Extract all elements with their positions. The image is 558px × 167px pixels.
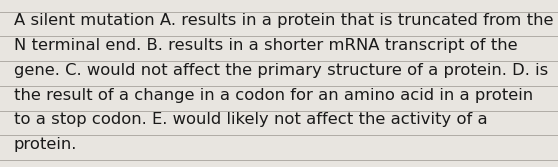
Text: to a stop codon. E. would likely not affect the activity of a: to a stop codon. E. would likely not aff…	[14, 112, 488, 127]
Text: protein.: protein.	[14, 137, 78, 152]
Text: N terminal end. B. results in a shorter mRNA transcript of the: N terminal end. B. results in a shorter …	[14, 38, 518, 53]
Text: the result of a change in a codon for an amino acid in a protein: the result of a change in a codon for an…	[14, 88, 533, 103]
Text: gene. C. would not affect the primary structure of a protein. D. is: gene. C. would not affect the primary st…	[14, 63, 548, 78]
Text: A silent mutation A. results in a protein that is truncated from the: A silent mutation A. results in a protei…	[14, 13, 554, 28]
